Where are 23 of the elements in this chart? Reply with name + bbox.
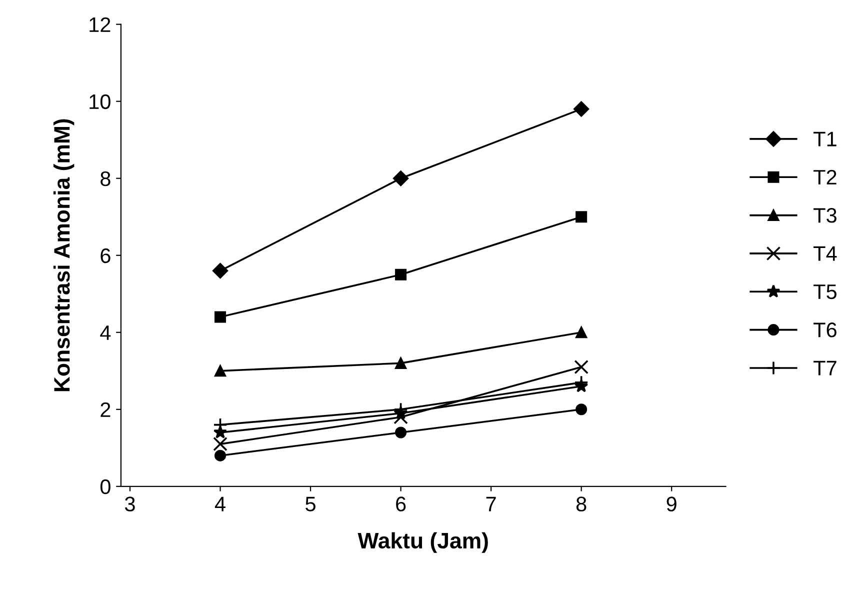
- x-tick-label: 8: [576, 496, 586, 512]
- legend-label: T3: [814, 208, 836, 223]
- legend-label: T7: [814, 360, 836, 376]
- y-tick-label: 0: [100, 479, 110, 494]
- x-axis-title: Waktu (Jam): [358, 532, 488, 553]
- legend-label: T2: [814, 170, 836, 184]
- legend-label: T1: [814, 132, 836, 146]
- y-axis-title: Konsentrasi Amonia (mM): [53, 119, 74, 392]
- legend-label: T6: [814, 322, 836, 338]
- y-tick-label: 8: [100, 171, 110, 186]
- y-tick-label: 2: [100, 402, 110, 417]
- x-tick-label: 5: [306, 496, 316, 512]
- y-tick-label: 12: [90, 17, 110, 32]
- y-tick-label: 4: [100, 326, 111, 340]
- x-tick-label: 9: [666, 496, 676, 512]
- x-tick-label: 3: [124, 496, 135, 512]
- x-tick-label: 4: [214, 496, 226, 512]
- legend-label: T5: [814, 284, 836, 300]
- x-tick-label: 6: [396, 496, 406, 512]
- y-tick-label: 10: [90, 94, 110, 110]
- legend-label: T4: [814, 246, 837, 261]
- x-tick-label: 7: [486, 496, 496, 512]
- y-tick-label: 6: [100, 248, 110, 264]
